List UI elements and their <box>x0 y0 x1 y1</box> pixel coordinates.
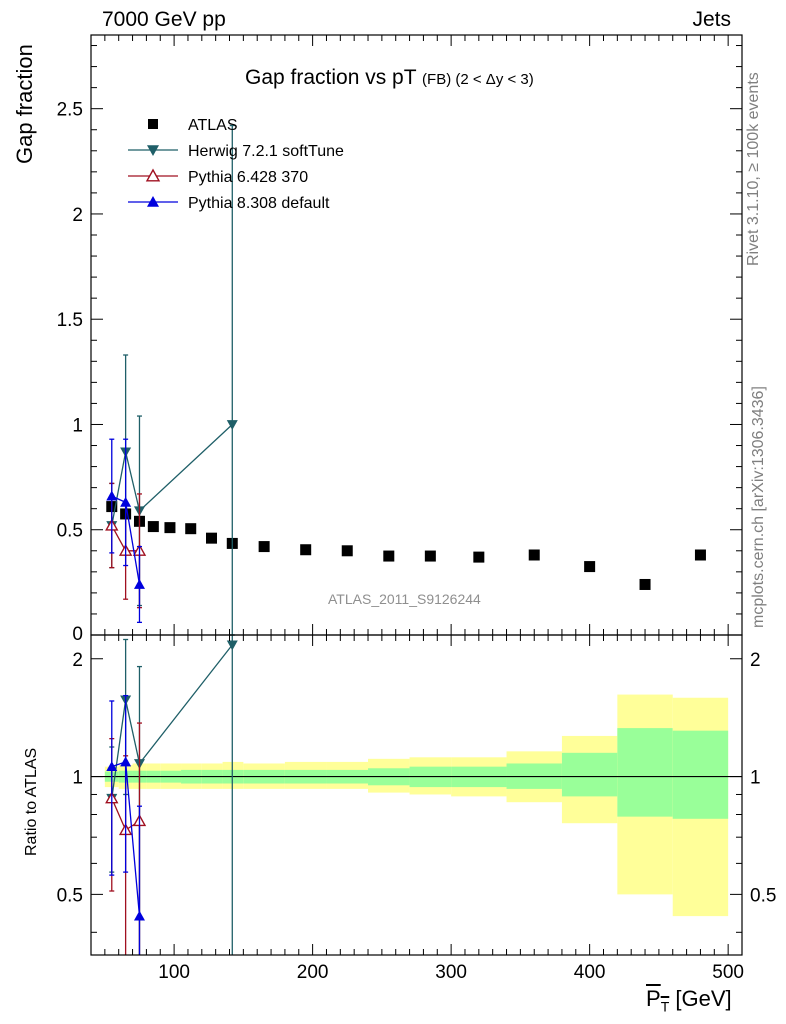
process-label: Jets <box>692 8 731 31</box>
legend-label: Herwig 7.2.1 softTune <box>188 143 344 160</box>
legend-entry-3: Pythia 8.308 default <box>128 195 330 212</box>
main-point <box>528 549 540 561</box>
legend-entry-1: Herwig 7.2.1 softTune <box>128 143 344 160</box>
x-axis-label-symbol: PT <box>646 986 670 1015</box>
main-point <box>584 561 596 573</box>
ratio-y-tick-label-right: 0.5 <box>750 885 776 906</box>
main-point <box>106 490 118 501</box>
ratio-point <box>120 756 132 767</box>
x-tick-label: 300 <box>435 962 467 983</box>
ratio-series-line <box>111 644 233 799</box>
main-series-3 <box>106 438 145 624</box>
main-point <box>164 522 176 534</box>
legend: ATLAS Herwig 7.2.1 softTune Pythia 6.428 3… <box>126 112 386 222</box>
main-y-tick-label-zero: 0 <box>72 624 83 645</box>
x-tick-label: 100 <box>158 962 190 983</box>
legend-entry-2: Pythia 6.428 370 <box>128 168 308 186</box>
main-point <box>147 521 159 533</box>
ratio-y-tick-label-left: 2 <box>72 650 83 671</box>
legend-entry-0: ATLAS <box>148 117 238 134</box>
ratio-y-tick-label-right: 2 <box>750 650 761 671</box>
band-inner-15 <box>561 752 618 797</box>
ratio-point <box>226 640 238 651</box>
rivet-version-label: Rivet 3.1.10, ≥ 100k events <box>745 72 762 266</box>
main-point <box>226 420 238 430</box>
ratio-y-tick-label-left: 0.5 <box>57 885 83 906</box>
main-point <box>133 578 145 589</box>
main-point <box>694 549 706 561</box>
legend-label: ATLAS <box>188 117 238 134</box>
main-point <box>473 551 485 563</box>
main-point <box>120 496 132 507</box>
y-axis-label-main: Gap fraction <box>12 44 37 164</box>
main-point <box>341 545 353 557</box>
ratio-y-tick-label-left: 1 <box>72 768 83 789</box>
main-point <box>639 578 651 590</box>
main-y-tick-label: 0.5 <box>57 521 83 542</box>
x-tick-label: 200 <box>297 962 329 983</box>
legend-marker <box>147 196 159 207</box>
legend-marker <box>148 119 158 129</box>
chart-title-main: Gap fraction vs pT <box>245 66 417 89</box>
y-axis-label-ratio: Ratio to ATLAS <box>23 747 40 856</box>
mcplots-label: mcplots.cern.ch [arXiv:1306.3436] <box>750 386 767 628</box>
legend-label: Pythia 6.428 370 <box>188 169 308 186</box>
analysis-tag: ATLAS_2011_S9126244 <box>328 591 481 607</box>
main-series-0 <box>106 501 706 590</box>
x-axis-label-unit: [GeV] <box>675 986 732 1011</box>
main-point <box>258 541 270 553</box>
ratio-point <box>133 910 145 921</box>
energy-label: 7000 GeV pp <box>102 8 226 31</box>
ratio-panel-frame <box>90 634 743 956</box>
x-tick-label: 400 <box>574 962 606 983</box>
main-point <box>424 550 436 562</box>
chart-title-sub: (FB) (2 < Δy < 3) <box>422 71 534 88</box>
main-point <box>185 523 197 535</box>
x-tick-label: 500 <box>712 962 744 983</box>
ratio-series-2 <box>106 694 145 955</box>
main-series-line <box>111 423 233 526</box>
band-inner-16 <box>617 728 673 817</box>
main-point <box>206 532 218 544</box>
main-y-tick-label: 2.5 <box>57 100 83 121</box>
legend-marker <box>147 145 159 156</box>
legend-svg: ATLAS Herwig 7.2.1 softTune Pythia 6.428 3… <box>128 117 344 212</box>
ratio-y-tick-label-right: 1 <box>750 768 761 789</box>
main-point <box>383 550 395 562</box>
band-inner-17 <box>672 730 729 819</box>
main-y-tick-label: 2 <box>72 205 83 226</box>
legend-marker <box>145 168 161 182</box>
main-y-tick-label: 1.5 <box>57 310 83 331</box>
ratio-point <box>106 761 118 772</box>
main-y-tick-label: 1 <box>72 415 83 436</box>
x-axis-label: PT [GeV] <box>646 986 732 1014</box>
legend-label: Pythia 8.308 default <box>188 195 330 212</box>
chart-title: Gap fraction vs pT (FB) (2 < Δy < 3) <box>245 66 534 90</box>
main-point <box>300 544 312 556</box>
